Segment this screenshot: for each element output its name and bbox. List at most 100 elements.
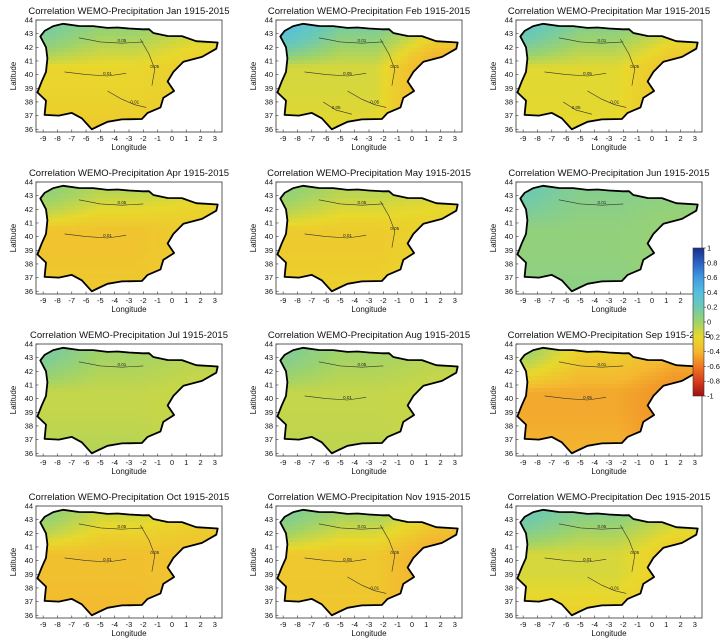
field-cell (84, 242, 89, 247)
field-cell (328, 116, 333, 121)
field-cell (380, 112, 385, 117)
field-cell (92, 52, 97, 57)
field-cell (300, 24, 305, 29)
field-cell (296, 112, 301, 117)
field-cell (108, 84, 113, 89)
field-cell (108, 60, 113, 65)
field-cell (576, 96, 581, 101)
field-cell (348, 32, 353, 37)
field-cell (308, 88, 313, 93)
field-cell (360, 96, 365, 101)
field-cell (536, 76, 541, 81)
field-cell (608, 52, 613, 57)
field-cell (152, 202, 157, 207)
field-cell (640, 72, 645, 77)
field-cell (580, 80, 585, 85)
field-cell (140, 96, 145, 101)
field-cell (564, 84, 569, 89)
field-cell (40, 254, 45, 259)
field-cell (56, 76, 61, 81)
field-cell (132, 262, 137, 267)
field-cell (384, 76, 389, 81)
contour-line (140, 38, 156, 86)
field-cell (612, 96, 617, 101)
field-cell (144, 242, 149, 247)
field-cell (76, 76, 81, 81)
map-panel-apr: Correlation WEMO-Precipitation Apr 1915-… (9, 168, 229, 314)
field-cell (372, 44, 377, 49)
field-cell (328, 84, 333, 89)
field-cell (432, 52, 437, 57)
field-cell (384, 52, 389, 57)
field-cell (188, 56, 193, 61)
field-cell (88, 108, 93, 113)
field-cell (104, 32, 109, 37)
field-cell (688, 48, 693, 53)
field-cell (156, 96, 161, 101)
coastline (516, 22, 699, 131)
field-cell (600, 52, 605, 57)
field-cell (300, 32, 305, 37)
field-cell (84, 194, 89, 199)
field-cell (136, 108, 141, 113)
field-cell (324, 36, 329, 41)
field-cell (336, 100, 341, 105)
field-cell (580, 120, 585, 125)
field-cell (132, 266, 137, 271)
field-cell (628, 52, 633, 57)
field-cell (76, 262, 81, 267)
field-cell (100, 76, 105, 81)
field-cell (624, 108, 629, 113)
y-tick-label: 36 (25, 125, 33, 134)
field-cell (552, 28, 557, 33)
field-cell (552, 72, 557, 77)
field-cell (352, 60, 357, 65)
field-cell (112, 222, 117, 227)
field-cell (652, 56, 657, 61)
field-cell (552, 92, 557, 97)
y-tick-label: 43 (265, 29, 273, 38)
field-cell (536, 72, 541, 77)
field-cell (56, 96, 61, 101)
field-cell (308, 96, 313, 101)
x-tick-label: -9 (520, 134, 527, 143)
field-cell (136, 76, 141, 81)
field-cell (48, 190, 53, 195)
field-cell (96, 72, 101, 77)
field-cell (532, 48, 537, 53)
field-cell (644, 64, 649, 69)
field-cell (636, 84, 641, 89)
field-cell (364, 88, 369, 93)
y-tick-label: 37 (265, 111, 273, 120)
field-cell (352, 68, 357, 73)
field-cell (152, 266, 157, 271)
field-cell (564, 52, 569, 57)
field-cell (52, 80, 57, 85)
field-cell (120, 210, 125, 215)
field-cell (404, 44, 409, 49)
field-cell (596, 56, 601, 61)
field-cell (316, 76, 321, 81)
x-tick-label: -7 (308, 134, 315, 143)
field-cell (308, 28, 313, 33)
field-cell (60, 210, 65, 215)
field-cell (608, 84, 613, 89)
field-cell (292, 96, 297, 101)
field-cell (580, 36, 585, 41)
field-cell (48, 96, 53, 101)
field-cell (76, 60, 81, 65)
field-cell (164, 40, 169, 45)
y-tick-label: 44 (25, 16, 33, 25)
field-cell (304, 40, 309, 45)
field-cell (568, 112, 573, 117)
field-cell (620, 28, 625, 33)
field-cell (160, 72, 165, 77)
field-cell (156, 254, 161, 259)
field-cell (140, 112, 145, 117)
field-cell (56, 250, 61, 255)
field-cell (160, 52, 165, 57)
field-cell (548, 100, 553, 105)
field-cell (536, 24, 541, 29)
field-cell (52, 96, 57, 101)
field-cell (48, 68, 53, 73)
